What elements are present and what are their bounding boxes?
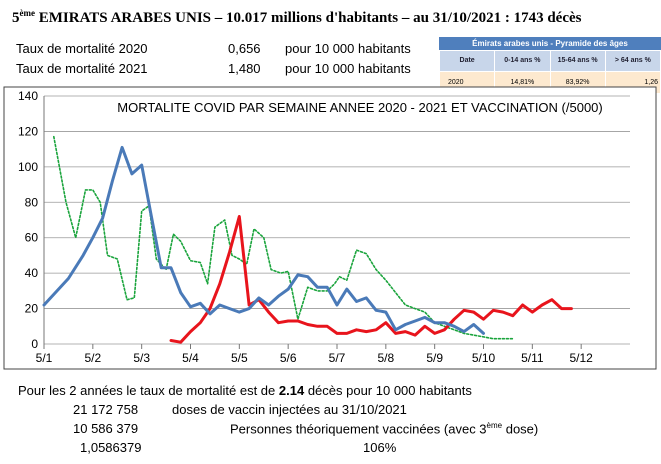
stat-value-2021: 1,480: [228, 61, 261, 76]
persons-label-pre: Personnes théoriquement vaccinées (avec …: [230, 421, 487, 437]
x-tick-label-3: 5/4: [182, 351, 199, 365]
series-green-line: [52, 135, 514, 340]
series-red-line: [169, 215, 573, 344]
y-tick-label-5: 100: [18, 160, 38, 174]
series-blue-line: [42, 145, 485, 335]
x-tick-label-10: 5/11: [521, 351, 544, 365]
footer-rate: 2.14: [278, 383, 305, 398]
pyramid-header-15-64: 15-64 ans %: [549, 50, 606, 72]
age-pyramid-title: Émirats arabes unis - Pyramide des âges: [439, 37, 661, 50]
persons-value: 10 586 379: [73, 421, 139, 436]
stat-label-2021: Taux de mortalité 2021: [16, 61, 148, 76]
chart-frame: [3, 86, 657, 370]
pyramid-header-0-14: 0-14 ans %: [494, 50, 551, 72]
footer-mortality-line: Pour les 2 années le taux de mortalité e…: [18, 383, 472, 398]
y-tick-label-2: 40: [25, 266, 39, 280]
x-tick-label-7: 5/8: [377, 351, 394, 365]
doses-value: 21 172 758: [73, 402, 139, 417]
x-tick-label-4: 5/5: [231, 351, 248, 365]
ratio-value: 1,0586379: [80, 440, 142, 455]
y-tick-label-0: 0: [31, 337, 38, 351]
x-tick-label-2: 5/3: [133, 351, 150, 365]
doses-label: doses de vaccin injectées au 31/10/2021: [172, 402, 407, 417]
stat-unit-2020: pour 10 000 habitants: [285, 41, 411, 56]
mortality-chart: 0 20 40 60 80 100 120 140 5/1 5/2 5/3 5/4 5/5 5/6 5/7 5…: [3, 86, 657, 370]
x-tick-label-9: 5/10: [472, 351, 496, 365]
stat-label-2020: Taux de mortalité 2020: [16, 41, 148, 56]
stat-value-2020: 0,656: [228, 41, 261, 56]
x-tick-label-6: 5/7: [329, 351, 346, 365]
y-tick-label-6: 120: [18, 124, 38, 138]
title-text: EMIRATS ARABES UNIS – 10.017 millions d'…: [35, 10, 582, 26]
x-tick-label-5: 5/6: [280, 351, 297, 365]
y-tick-label-7: 140: [18, 89, 38, 103]
title-superscript: ème: [19, 8, 36, 18]
page-title: 5ème EMIRATS ARABES UNIS – 10.017 millio…: [12, 8, 581, 27]
y-tick-label-4: 80: [25, 195, 39, 209]
y-tick-label-3: 60: [25, 231, 39, 245]
pyramid-header-date: Date: [438, 50, 496, 72]
footer-line1-post: décès pour 10 000 habitants: [304, 383, 472, 398]
x-tick-label-8: 5/9: [426, 351, 443, 365]
footer-line1-pre: Pour les 2 années le taux de mortalité e…: [18, 383, 279, 398]
x-tick-label-0: 5/1: [36, 351, 53, 365]
persons-label: Personnes théoriquement vaccinées (avec …: [230, 421, 538, 436]
x-tick-label-1: 5/2: [84, 351, 101, 365]
stat-unit-2021: pour 10 000 habitants: [285, 61, 411, 76]
chart-title: MORTALITE COVID PAR SEMAINE ANNEE 2020 -…: [117, 100, 602, 115]
pyramid-header-64plus: > 64 ans %: [604, 50, 661, 72]
persons-superscript: ème: [486, 421, 503, 430]
title-number: 5: [12, 10, 20, 26]
age-pyramid-table: Émirats arabes unis - Pyramide des âges …: [438, 37, 661, 95]
ratio-percent: 106%: [363, 440, 397, 455]
y-tick-label-1: 20: [25, 302, 39, 316]
x-tick-label-11: 5/12: [569, 351, 593, 365]
persons-label-post: dose): [502, 421, 539, 437]
